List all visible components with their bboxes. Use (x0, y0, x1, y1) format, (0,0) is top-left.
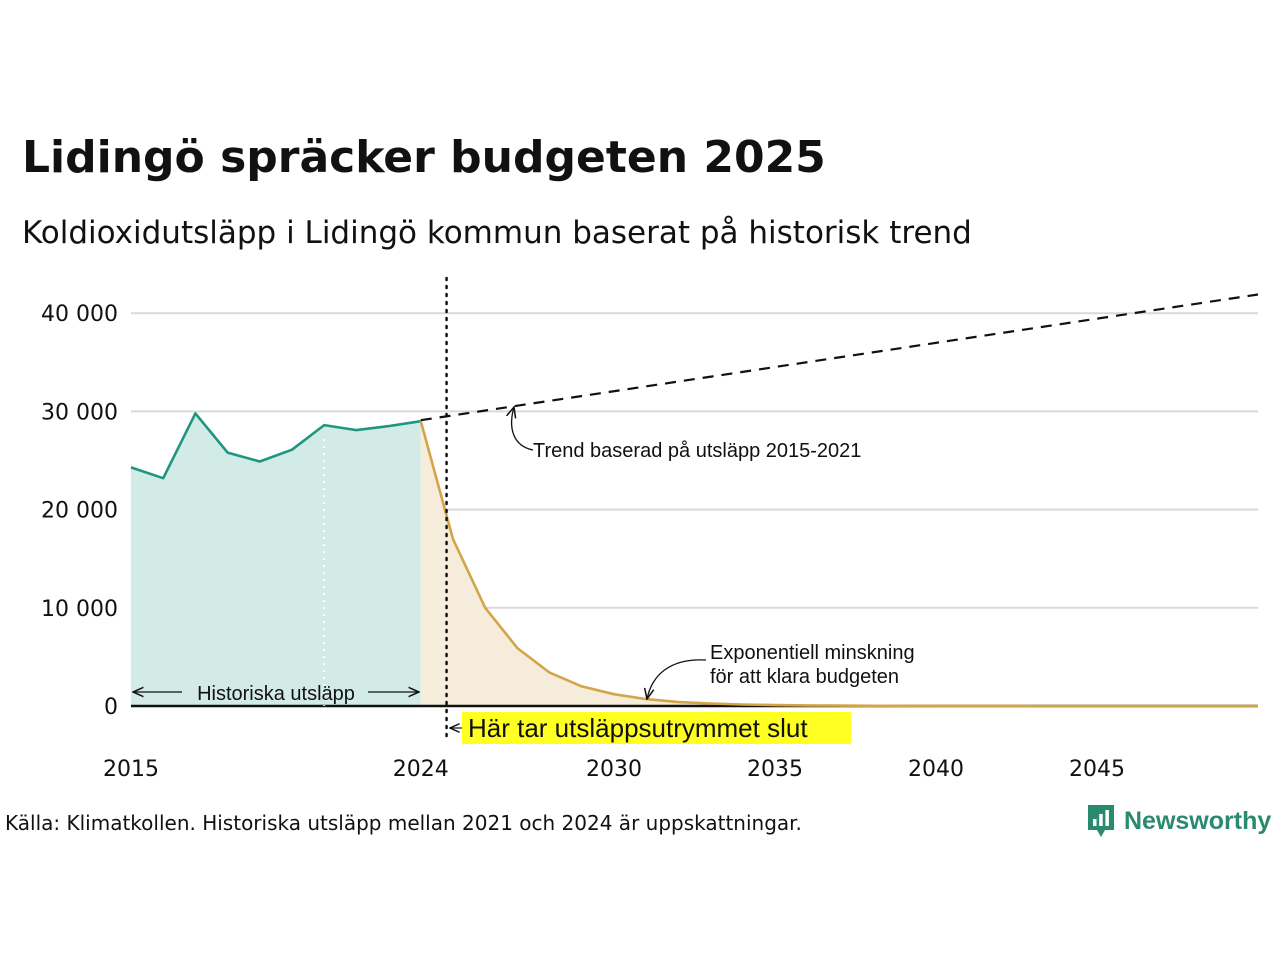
emissions-chart: 0 10 000 20 000 30 000 40 000 2015 2024 2030 203… (41, 276, 1259, 782)
chart-subtitle: Koldioxidutsläpp i Lidingö kommun basera… (22, 215, 972, 251)
reduction-annotation-line1: Exponentiell minskning (710, 642, 915, 664)
y-tick-label-40000: 40 000 (41, 302, 118, 327)
reference-markers (323, 276, 448, 742)
source-note: Källa: Klimatkollen. Historiska utsläpp … (5, 811, 802, 835)
budget-end-label: Här tar utsläppsutrymmet slut (468, 713, 808, 743)
trend-annotation-arrow (512, 407, 534, 451)
reduction-annotation-line2: för att klara budgeten (710, 666, 899, 688)
x-tick-label-2024: 2024 (393, 757, 449, 782)
brand-name: Newsworthy (1124, 806, 1272, 835)
y-tick-label-20000: 20 000 (41, 499, 118, 524)
area-fills (131, 413, 1258, 706)
chart-title: Lidingö spräcker budgeten 2025 (22, 132, 826, 183)
x-tick-label-2045: 2045 (1069, 757, 1125, 782)
x-tick-label-2035: 2035 (747, 757, 803, 782)
historical-annotation: Historiska utsläpp (197, 683, 355, 705)
annotations: Trend baserad på utsläpp 2015-2021 Expone… (133, 407, 915, 744)
x-tick-label-2015: 2015 (103, 757, 159, 782)
budget-end-highlight (462, 712, 851, 744)
newsworthy-chart-badge-icon (1088, 805, 1114, 837)
y-tick-label-10000: 10 000 (41, 597, 118, 622)
reduction-area (420, 421, 1258, 706)
historical-area (131, 413, 421, 706)
axis-labels: 0 10 000 20 000 30 000 40 000 2015 2024 2030 203… (41, 302, 1125, 782)
historical-line (130, 412, 421, 480)
x-tick-label-2030: 2030 (586, 757, 642, 782)
reduction-line (419, 420, 1258, 708)
y-tick-label-0: 0 (104, 695, 118, 720)
x-tick-label-2040: 2040 (908, 757, 964, 782)
series-lines (130, 293, 1259, 708)
trend-annotation: Trend baserad på utsläpp 2015-2021 (533, 440, 861, 462)
reduction-annotation-arrow (647, 659, 707, 699)
trend-line (420, 293, 1259, 422)
newsworthy-logo: Newsworthy (1086, 803, 1271, 839)
y-tick-label-30000: 30 000 (41, 400, 118, 425)
